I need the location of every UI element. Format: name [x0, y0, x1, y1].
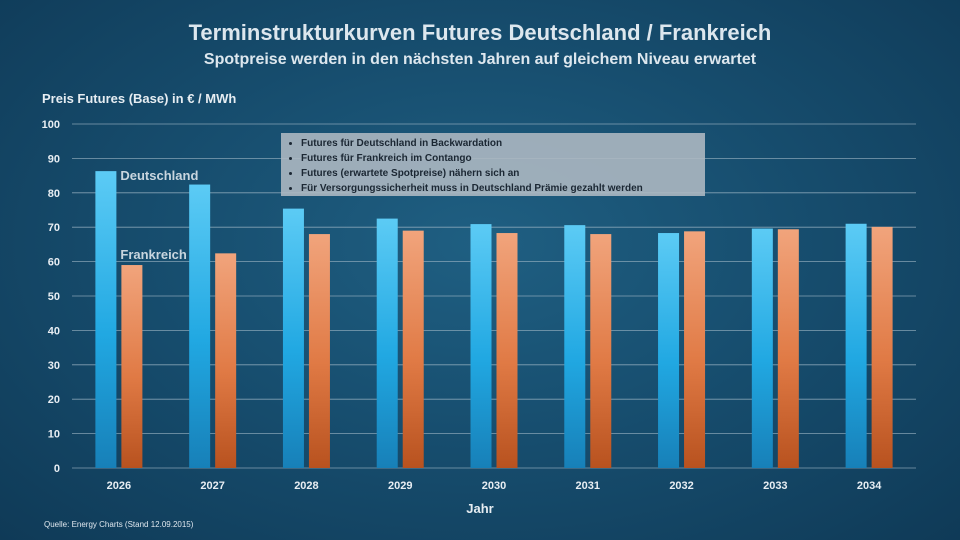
annotation-1: Futures für Deutschland in Backwardation: [301, 136, 699, 151]
x-tick-label: 2027: [200, 480, 224, 492]
y-tick-label: 90: [48, 153, 60, 165]
bar-frankreich-2027: [215, 253, 237, 468]
chart-subtitle: Spotpreise werden in den nächsten Jahren…: [203, 51, 757, 68]
x-tick-label: 2034: [857, 480, 882, 492]
bars: [95, 171, 893, 469]
bar-frankreich-2029: [402, 230, 424, 468]
y-tick-label: 70: [48, 222, 60, 234]
source-note: Quelle: Energy Charts (Stand 12.09.2015): [44, 520, 194, 529]
chart-title: Terminstrukturkurven Futures Deutschland…: [188, 20, 772, 45]
y-tick-label: 80: [48, 188, 60, 200]
x-tick-label: 2028: [294, 480, 318, 492]
y-tick-label: 0: [54, 463, 60, 475]
bar-frankreich-2032: [684, 231, 706, 468]
series-label-frankreich: Frankreich: [120, 247, 187, 262]
x-tick-label: 2029: [388, 480, 412, 492]
y-tick-label: 30: [48, 360, 60, 372]
bar-frankreich-2030: [496, 233, 518, 468]
bar-frankreich-2028: [308, 234, 330, 468]
bar-deutschland-2032: [658, 233, 680, 468]
bar-deutschland-2027: [189, 184, 211, 468]
y-tick-label: 20: [48, 394, 60, 406]
annotation-box: Futures für Deutschland in Backwardation…: [281, 133, 705, 196]
y-tick-label: 10: [48, 429, 60, 441]
y-axis-label: Preis Futures (Base) in € / MWh: [42, 91, 237, 106]
x-tick-label: 2026: [107, 480, 131, 492]
bar-frankreich-2034: [871, 226, 893, 468]
bar-deutschland-2034: [845, 223, 867, 468]
y-tick-label: 40: [48, 325, 60, 337]
bar-frankreich-2031: [590, 234, 612, 468]
x-tick-label: 2033: [763, 480, 787, 492]
bar-deutschland-2031: [564, 225, 586, 468]
bar-deutschland-2033: [751, 228, 773, 468]
bar-deutschland-2028: [282, 208, 304, 468]
bar-frankreich-2026: [121, 265, 143, 468]
x-tick-label: 2030: [482, 480, 506, 492]
x-tick-label: 2031: [576, 480, 600, 492]
annotation-3: Futures (erwartete Spotpreise) nähern si…: [301, 166, 699, 181]
grid-lines: [72, 123, 916, 469]
series-label-deutschland: Deutschland: [120, 168, 198, 183]
x-axis-label: Jahr: [466, 501, 494, 516]
annotation-2: Futures für Frankreich im Contango: [301, 151, 699, 166]
y-tick-label: 60: [48, 257, 60, 269]
x-tick-label: 2032: [669, 480, 693, 492]
bar-deutschland-2026: [95, 171, 117, 469]
bar-deutschland-2029: [376, 218, 398, 468]
annotation-4: Für Versorgungssicherheit muss in Deutsc…: [301, 181, 699, 196]
bar-deutschland-2030: [470, 224, 492, 468]
y-tick-label: 50: [48, 291, 60, 303]
y-tick-label: 100: [42, 119, 60, 131]
bar-frankreich-2033: [777, 229, 799, 468]
